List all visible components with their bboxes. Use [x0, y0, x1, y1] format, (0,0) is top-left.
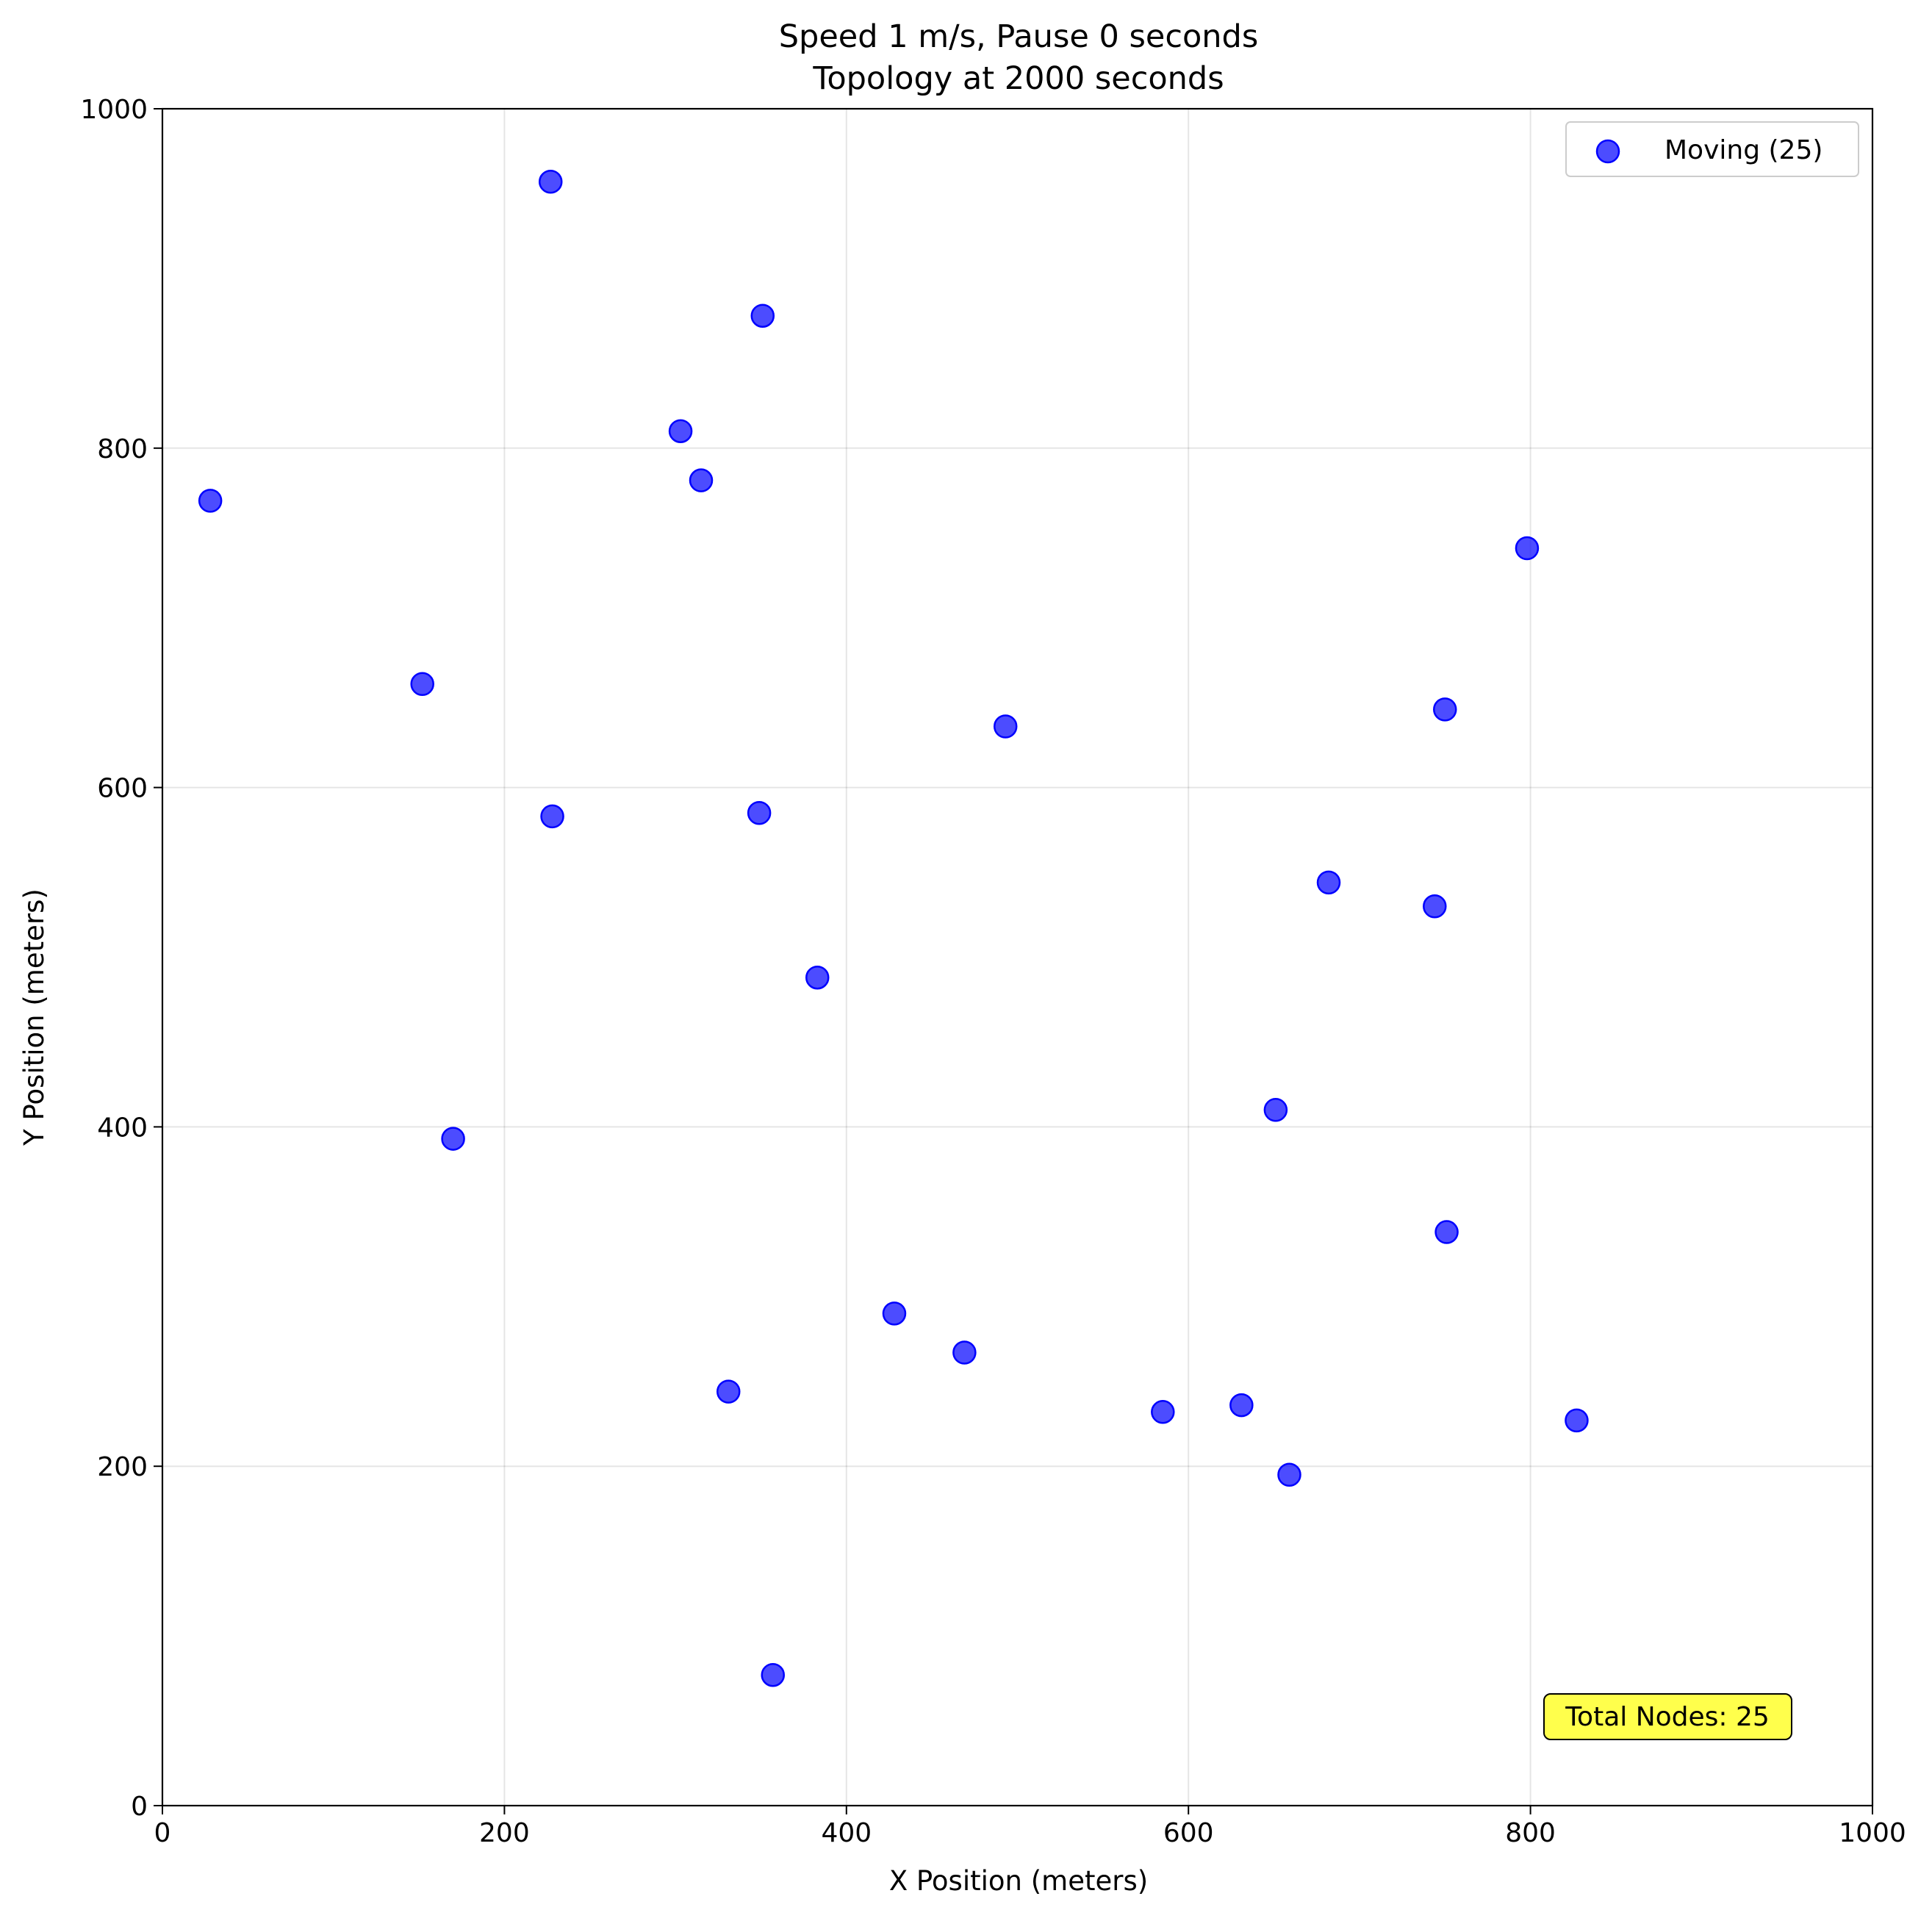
- scatter-point: [668, 419, 693, 443]
- chart-title-line1: Speed 1 m/s, Pause 0 seconds: [779, 18, 1259, 55]
- scatter-point: [1263, 1098, 1288, 1122]
- x-tick-label: 800: [1505, 1818, 1556, 1848]
- scatter-point: [1434, 1220, 1459, 1244]
- scatter-point: [689, 468, 714, 492]
- scatter-point: [1316, 870, 1341, 895]
- y-axis-label: Y Position (meters): [18, 888, 50, 1146]
- scatter-point: [441, 1127, 465, 1151]
- scatter-point: [1515, 536, 1540, 561]
- x-tick-label: 1000: [1839, 1818, 1906, 1848]
- scatter-point: [1423, 894, 1447, 919]
- annotation-text: Total Nodes: 25: [1565, 1702, 1770, 1732]
- y-tick-label: 0: [131, 1792, 148, 1822]
- y-tick-label: 800: [97, 434, 148, 464]
- scatter-point: [1229, 1393, 1254, 1418]
- data-points: [198, 170, 1589, 1687]
- total-nodes-annotation: Total Nodes: 25: [1543, 1693, 1792, 1740]
- y-tick-label: 200: [97, 1452, 148, 1482]
- x-axis-ticks: 0 200 400 600 800 1000: [154, 1806, 1906, 1848]
- scatter-point: [1277, 1462, 1301, 1487]
- annotation-box: [1543, 1693, 1792, 1740]
- scatter-point: [805, 965, 830, 990]
- scatter-point: [1151, 1400, 1175, 1424]
- chart-title-line2: Topology at 2000 seconds: [812, 60, 1224, 97]
- scatter-point: [410, 672, 434, 697]
- x-tick-label: 600: [1163, 1818, 1214, 1848]
- y-tick-label: 1000: [80, 95, 148, 125]
- scatter-point: [1433, 697, 1457, 722]
- legend-label: Moving (25): [1665, 135, 1823, 165]
- plot-area-frame: [161, 107, 1874, 1807]
- scatter-point: [882, 1301, 907, 1326]
- legend-marker: [1595, 139, 1620, 164]
- x-tick-label: 200: [479, 1818, 530, 1848]
- scatter-point: [540, 804, 564, 829]
- legend-box: [1565, 121, 1859, 177]
- scatter-point: [952, 1340, 977, 1365]
- y-tick-label: 600: [97, 774, 148, 804]
- scatter-point: [198, 489, 223, 513]
- x-tick-label: 0: [154, 1818, 171, 1848]
- y-tick-label: 400: [97, 1113, 148, 1143]
- legend: Moving (25): [1565, 121, 1859, 177]
- scatter-point: [761, 1662, 785, 1687]
- scatter-point: [1565, 1408, 1589, 1433]
- scatter-point: [750, 304, 775, 328]
- x-axis-label: X Position (meters): [889, 1865, 1148, 1897]
- scatter-point: [747, 800, 772, 825]
- scatter-point: [538, 170, 563, 194]
- scatter-point: [993, 714, 1018, 739]
- y-axis-ticks: 0 200 400 600 800 1000: [80, 95, 162, 1822]
- scatter-point: [716, 1379, 741, 1404]
- x-tick-label: 400: [821, 1818, 872, 1848]
